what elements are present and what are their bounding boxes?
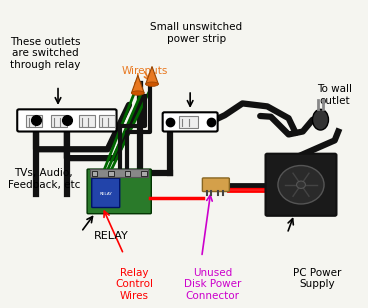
Ellipse shape	[297, 181, 305, 188]
Bar	[90, 169, 148, 177]
Text: RELAY: RELAY	[94, 231, 128, 241]
Ellipse shape	[131, 91, 144, 95]
Bar	[26, 115, 42, 127]
Bar	[99, 115, 115, 127]
Text: Unused
Disk Power
Connector: Unused Disk Power Connector	[184, 268, 241, 301]
Bar	[125, 171, 130, 176]
Polygon shape	[146, 67, 158, 84]
Bar	[51, 115, 67, 127]
Text: To wall
outlet: To wall outlet	[317, 84, 352, 106]
Bar	[92, 171, 98, 176]
Ellipse shape	[312, 109, 329, 130]
Text: Wirenuts: Wirenuts	[122, 67, 168, 76]
Text: Small unswitched
power strip: Small unswitched power strip	[150, 22, 243, 44]
Text: RELAY: RELAY	[99, 192, 112, 196]
Text: These outlets
are switched
through relay: These outlets are switched through relay	[10, 37, 81, 70]
FancyBboxPatch shape	[163, 112, 217, 132]
FancyBboxPatch shape	[92, 178, 120, 208]
Bar	[141, 171, 147, 176]
FancyBboxPatch shape	[17, 109, 117, 132]
FancyBboxPatch shape	[266, 154, 336, 216]
Text: TVs, Audio,
Feedback, etc: TVs, Audio, Feedback, etc	[8, 168, 80, 190]
Bar	[178, 116, 198, 128]
Ellipse shape	[146, 82, 158, 87]
Bar	[108, 171, 114, 176]
Text: PC Power
Supply: PC Power Supply	[293, 268, 341, 289]
Text: Relay
Control
Wires: Relay Control Wires	[115, 268, 153, 301]
FancyBboxPatch shape	[87, 169, 151, 214]
FancyBboxPatch shape	[202, 178, 229, 192]
Polygon shape	[131, 75, 144, 93]
Bar	[79, 115, 95, 127]
Ellipse shape	[278, 165, 324, 204]
